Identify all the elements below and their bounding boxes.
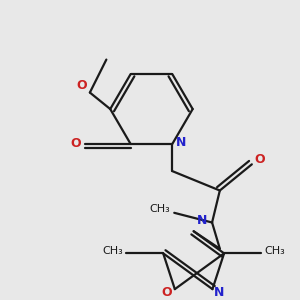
Text: O: O xyxy=(70,137,81,151)
Text: N: N xyxy=(197,214,208,227)
Text: N: N xyxy=(214,286,224,298)
Text: O: O xyxy=(162,286,172,298)
Text: N: N xyxy=(176,136,186,149)
Text: CH₃: CH₃ xyxy=(102,246,123,256)
Text: CH₃: CH₃ xyxy=(149,204,170,214)
Text: O: O xyxy=(254,153,265,166)
Text: CH₃: CH₃ xyxy=(264,246,285,256)
Text: O: O xyxy=(77,79,87,92)
